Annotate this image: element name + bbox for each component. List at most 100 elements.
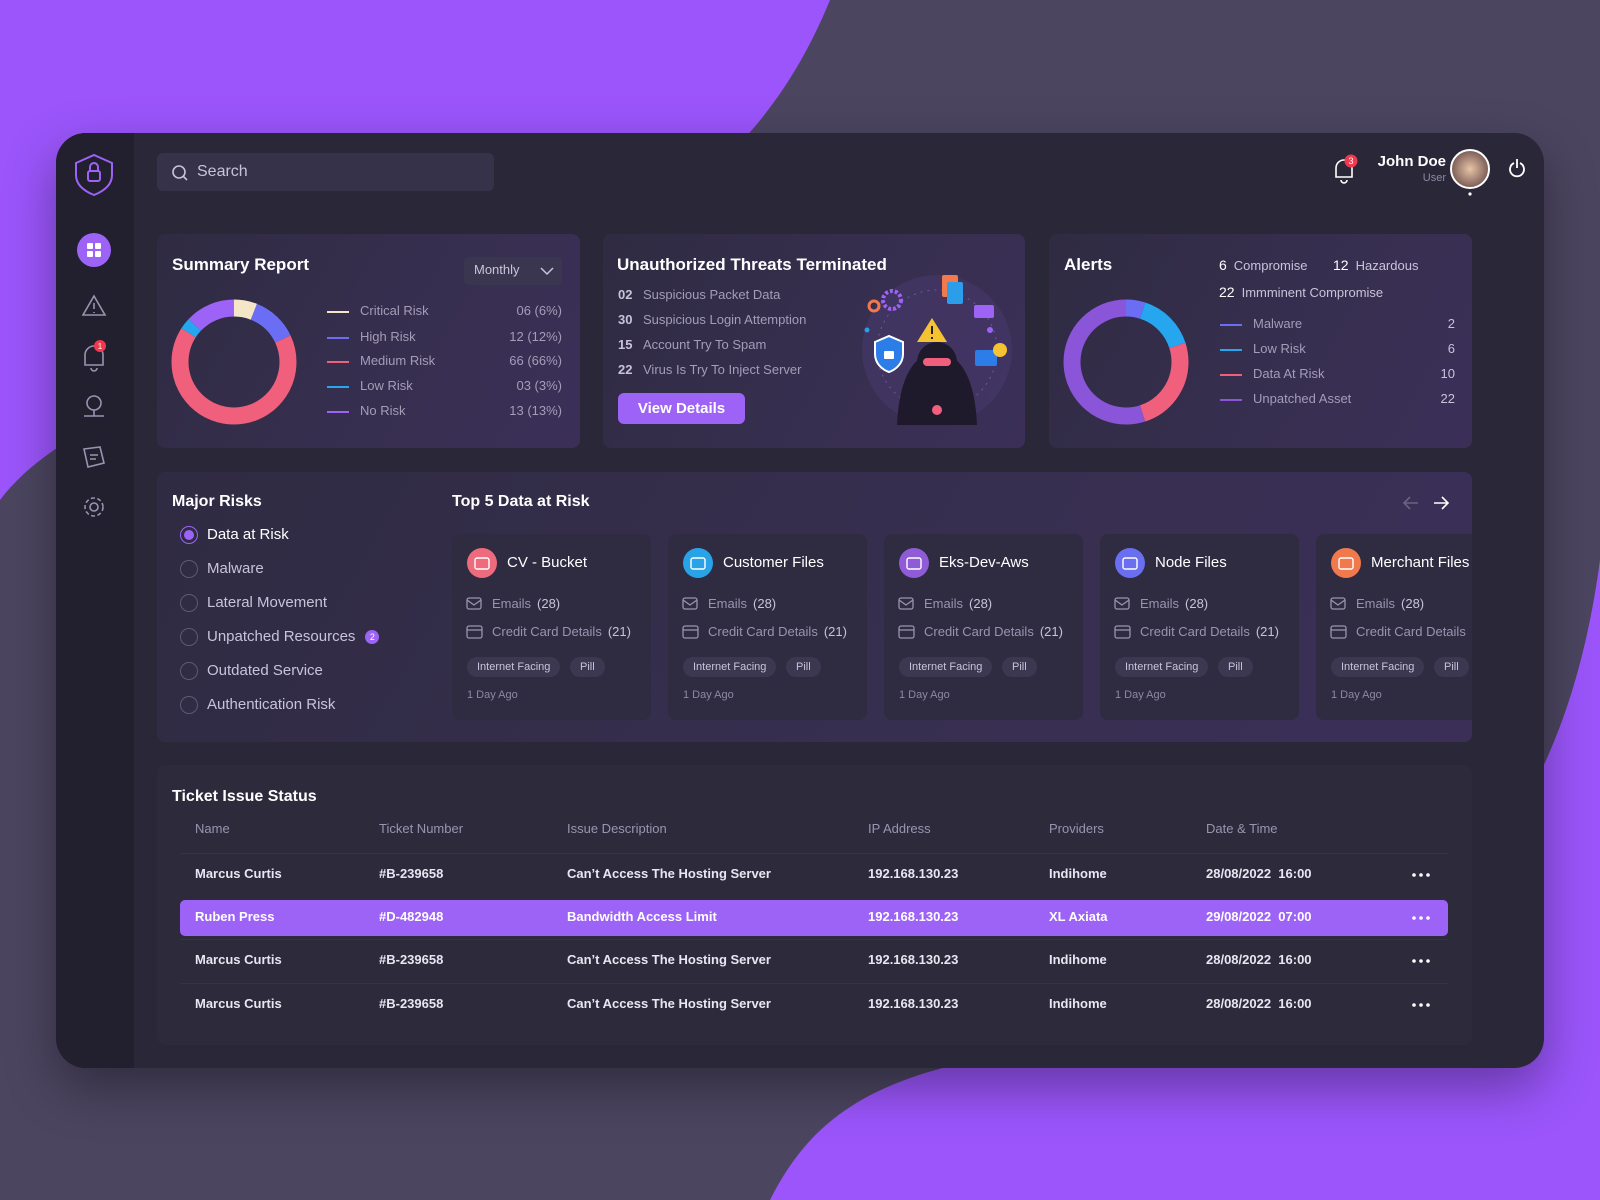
card-detail-label: Credit Card Details: [1356, 624, 1466, 639]
email-icon: [1114, 599, 1130, 606]
ticket-cell: 192.168.130.23: [868, 996, 959, 1011]
menu-dot: [1426, 916, 1430, 920]
card-detail-count: (28): [1401, 596, 1425, 611]
hacker-badge: [932, 405, 942, 415]
card-icon: [683, 548, 713, 578]
nav-icon: [86, 395, 102, 411]
legend-line: [327, 361, 349, 363]
card-icons: [682, 548, 713, 639]
card-tag: Internet Facing: [1331, 657, 1425, 677]
search-box[interactable]: Search: [157, 153, 494, 191]
ticket-cell: Can’t Access The Hosting Server: [567, 952, 771, 967]
ticket-cell: XL Axiata: [1049, 909, 1108, 924]
column-header: Name: [195, 821, 230, 836]
alert-stat-label: Hazardous: [1355, 258, 1419, 273]
card-detail: Credit Card Details(21): [708, 623, 847, 641]
data-card[interactable]: Node Files Emails (28) Credit Card Details (…: [1100, 534, 1299, 720]
card-name: Merchant Files: [1371, 554, 1470, 571]
nav-icon: [84, 497, 104, 517]
menu-dot: [1412, 873, 1416, 877]
alert-stat-label: Compromise: [1233, 258, 1308, 273]
sidebar-icons: 1: [75, 153, 113, 517]
ticket-cell: Can’t Access The Hosting Server: [567, 996, 771, 1011]
menu-dot: [1412, 916, 1416, 920]
row-menu[interactable]: [1412, 1002, 1432, 1008]
header-icons: 3: [1335, 149, 1525, 196]
card-detail: Emails (28): [1140, 595, 1208, 613]
legend-value: 66 (66%): [509, 353, 562, 368]
gear: [867, 299, 881, 313]
legend-label: Low Risk: [1253, 341, 1306, 356]
nav-icon: [95, 251, 101, 257]
email-icon: [1114, 597, 1130, 610]
carousel-arrows[interactable]: [1402, 493, 1462, 513]
card-detail: Credit Card Details(21): [1356, 623, 1472, 641]
chevron: [540, 267, 554, 276]
risk-radio[interactable]: [180, 560, 198, 578]
risk-radio[interactable]: [180, 594, 198, 612]
logo-icon: [87, 170, 101, 182]
legend-line: [1220, 349, 1242, 351]
folder: [975, 350, 997, 366]
legend-label: Malware: [1253, 316, 1303, 331]
legend-value: 06 (6%): [516, 303, 562, 318]
card-icons: [1330, 548, 1361, 639]
donut-segment: [1063, 299, 1189, 425]
threat-count: 22: [618, 362, 633, 377]
legend-line: [327, 386, 349, 388]
card-icon: [1331, 548, 1361, 578]
email-icon: [898, 597, 914, 610]
alert-stat: 12 Hazardous: [1333, 256, 1418, 275]
nav-active: [77, 233, 111, 267]
nav-badge-text: 1: [98, 342, 103, 351]
data-card[interactable]: Merchant Files Emails (28) Credit Card Deta…: [1316, 534, 1472, 720]
email-icon: [1330, 599, 1346, 606]
row-menu[interactable]: [1412, 958, 1432, 964]
power-icon: [1509, 159, 1525, 178]
donut-segment: [171, 299, 297, 425]
threat-text: Account Try To Spam: [643, 337, 767, 352]
ticket-cell: 28/08/2022 16:00: [1206, 866, 1312, 881]
row-divider: [180, 853, 1448, 854]
arrow-next: [1434, 496, 1450, 510]
legend-label: No Risk: [360, 403, 406, 418]
threat-count: 02: [618, 287, 633, 302]
data-card[interactable]: Eks-Dev-Aws Emails (28) Credit Card Details…: [884, 534, 1083, 720]
row-menu[interactable]: [1412, 915, 1432, 921]
alert-stat: 22 Immminent Compromise: [1219, 283, 1383, 302]
risk-radio[interactable]: [180, 696, 198, 714]
legend-value: 12 (12%): [509, 329, 562, 344]
search-glyph: [172, 165, 186, 179]
legend-value: 03 (3%): [516, 378, 562, 393]
period-label: Monthly: [474, 262, 520, 277]
data-card[interactable]: CV - Bucket Emails (28) Credit Card Details…: [452, 534, 651, 720]
view-details-button[interactable]: View Details: [618, 393, 745, 424]
card-details-icon: [682, 625, 699, 639]
panel-title: Major Risks: [172, 493, 262, 510]
data-card[interactable]: Customer Files Emails (28) Credit Card Deta…: [668, 534, 867, 720]
card-icon: [899, 548, 929, 578]
ticket-cell: Can’t Access The Hosting Server: [567, 866, 771, 881]
row-divider: [180, 983, 1448, 984]
risk-radio[interactable]: [180, 662, 198, 680]
card-detail-label: Emails: [1356, 596, 1396, 611]
card: [974, 305, 994, 318]
risk-radio[interactable]: [180, 628, 198, 646]
chevron-glyph: [540, 267, 554, 276]
ticket-cell: Ruben Press: [195, 909, 275, 924]
risk-radio[interactable]: [180, 526, 198, 544]
ticket-cell: Marcus Curtis: [195, 996, 282, 1011]
row-menu[interactable]: [1412, 872, 1432, 878]
card-name: CV - Bucket: [507, 554, 588, 571]
card-icons: [898, 548, 929, 639]
row-divider: [180, 939, 1448, 940]
card-tag: Pill: [1218, 657, 1253, 677]
ticket-cell: Marcus Curtis: [195, 866, 282, 881]
panel-title: Ticket Issue Status: [172, 788, 317, 805]
card-detail: Credit Card Details(21): [924, 623, 1063, 641]
gear: [881, 289, 903, 311]
legend-label: Unpatched Asset: [1253, 391, 1352, 406]
period-dropdown[interactable]: Monthly: [464, 257, 562, 285]
legend-line: [1220, 374, 1242, 376]
legend-line: [1220, 399, 1242, 401]
